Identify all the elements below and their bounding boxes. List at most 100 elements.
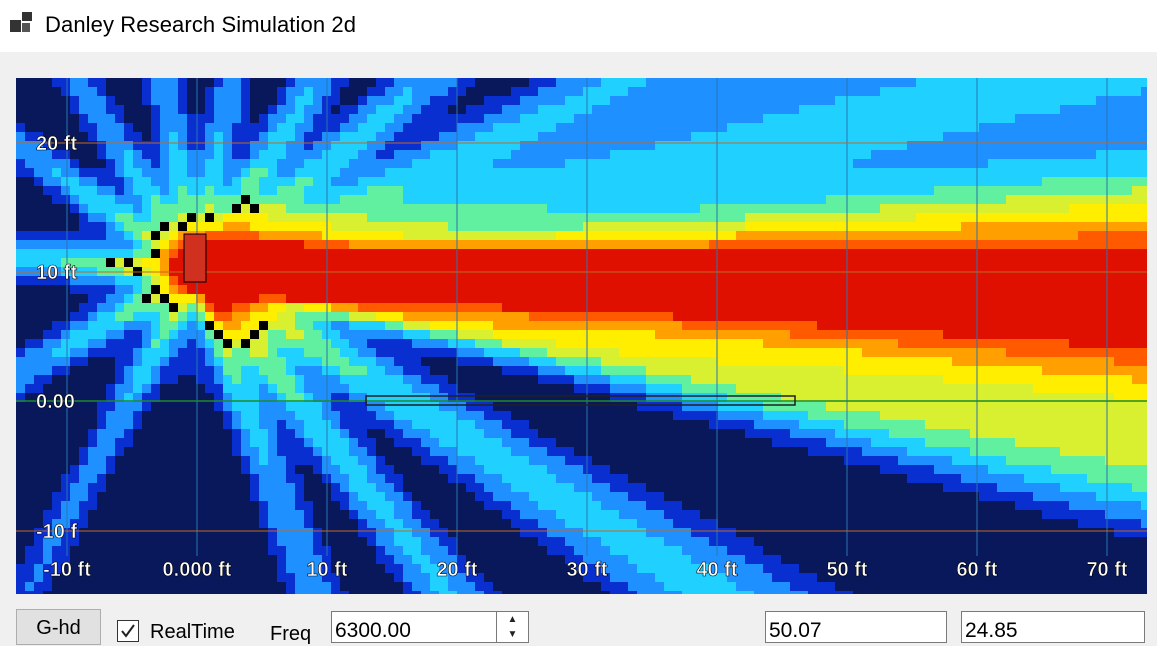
heatmap-cell [241,105,250,114]
heatmap-cell [106,96,115,105]
heatmap-cell [358,384,367,393]
heatmap-cell [565,330,574,339]
heatmap-cell [970,240,979,249]
heatmap-cell [412,321,421,330]
heatmap-cell [1060,294,1069,303]
heatmap-cell [934,411,943,420]
heatmap-cell [763,357,772,366]
heatmap-cell [916,438,925,447]
heatmap-cell [160,303,169,312]
heatmap-cell [214,339,223,348]
heatmap-cell [133,186,142,195]
heatmap-cell [934,177,943,186]
heatmap-cell [277,96,286,105]
heatmap-cell [295,141,304,150]
heatmap-cell [430,231,439,240]
heatmap-cell [331,357,340,366]
heatmap-cell [970,96,979,105]
heatmap-cell [529,195,538,204]
heatmap-cell [682,123,691,132]
heatmap-cell [1096,186,1105,195]
heatmap-cell [349,150,358,159]
heatmap-cell [502,141,511,150]
heatmap-cell [988,195,997,204]
heatmap-cell [898,186,907,195]
heatmap-cell [304,249,313,258]
heatmap-cell [880,402,889,411]
heatmap-cell [133,393,142,402]
heatmap-cell [853,285,862,294]
heatmap-cell [205,249,214,258]
heatmap-cell [1105,456,1114,465]
heatmap-cell [502,312,511,321]
heatmap-cell [331,465,340,474]
heatmap-cell [169,330,178,339]
heatmap-cell [250,312,259,321]
heatmap-cell [745,213,754,222]
heatmap-cell [799,168,808,177]
heatmap-cell [862,132,871,141]
heatmap-cell [592,186,601,195]
heatmap-cell [34,177,43,186]
heatmap-cell [628,294,637,303]
heatmap-cell [592,168,601,177]
heatmap-cell [1105,177,1114,186]
heatmap-cell [853,447,862,456]
heatmap-cell [610,258,619,267]
heatmap-cell [799,294,808,303]
heatmap-cell [70,168,79,177]
heatmap-cell [457,429,466,438]
heatmap-cell [115,321,124,330]
heatmap-cell [1114,240,1123,249]
heatmap-cell [430,132,439,141]
heatmap-cell [961,366,970,375]
heatmap-cell [1078,438,1087,447]
heatmap-cell [745,285,754,294]
heatmap-cell [340,330,349,339]
heatmap-cell [151,366,160,375]
heatmap-cell [1078,402,1087,411]
heatmap-cell [637,114,646,123]
heatmap-cell [241,168,250,177]
heatmap-cell [367,285,376,294]
heatmap-cell [1042,222,1051,231]
heatmap-cell [781,78,790,87]
heatmap-cell [754,249,763,258]
heatmap-cell [727,348,736,357]
heatmap-cell [916,114,925,123]
heatmap-cell [979,249,988,258]
heatmap-cell [295,429,304,438]
heatmap-cell [1123,168,1132,177]
heatmap-cell [961,402,970,411]
heatmap-cell [970,123,979,132]
heatmap-cell [430,96,439,105]
heatmap-cell [673,150,682,159]
heatmap-cell [1114,168,1123,177]
heatmap-cell [1096,393,1105,402]
heatmap-cell [223,186,232,195]
heatmap-cell [358,411,367,420]
heatmap-cell [124,150,133,159]
heatmap-cell [556,213,565,222]
heatmap-cell [637,240,646,249]
heatmap-cell [52,231,61,240]
heatmap-cell [1132,348,1141,357]
heatmap-cell [331,114,340,123]
heatmap-cell [268,231,277,240]
heatmap-cell [232,240,241,249]
heatmap-cell [1060,402,1069,411]
heatmap-cell [457,447,466,456]
heatmap-cell [421,132,430,141]
heatmap-cell [142,231,151,240]
heatmap-cell [592,150,601,159]
heatmap-cell [304,447,313,456]
heatmap-cell [340,231,349,240]
heatmap-cell [403,213,412,222]
simulation-plot[interactable]: -10 ft 0.000 ft 10 ft 20 ft 30 ft 40 ft 50 ft 6… [16,78,1147,594]
heatmap-cell [106,384,115,393]
heatmap-cell [943,177,952,186]
heatmap-cell [241,321,250,330]
heatmap-cell [34,366,43,375]
heatmap-cell [538,204,547,213]
heatmap-cell [682,258,691,267]
